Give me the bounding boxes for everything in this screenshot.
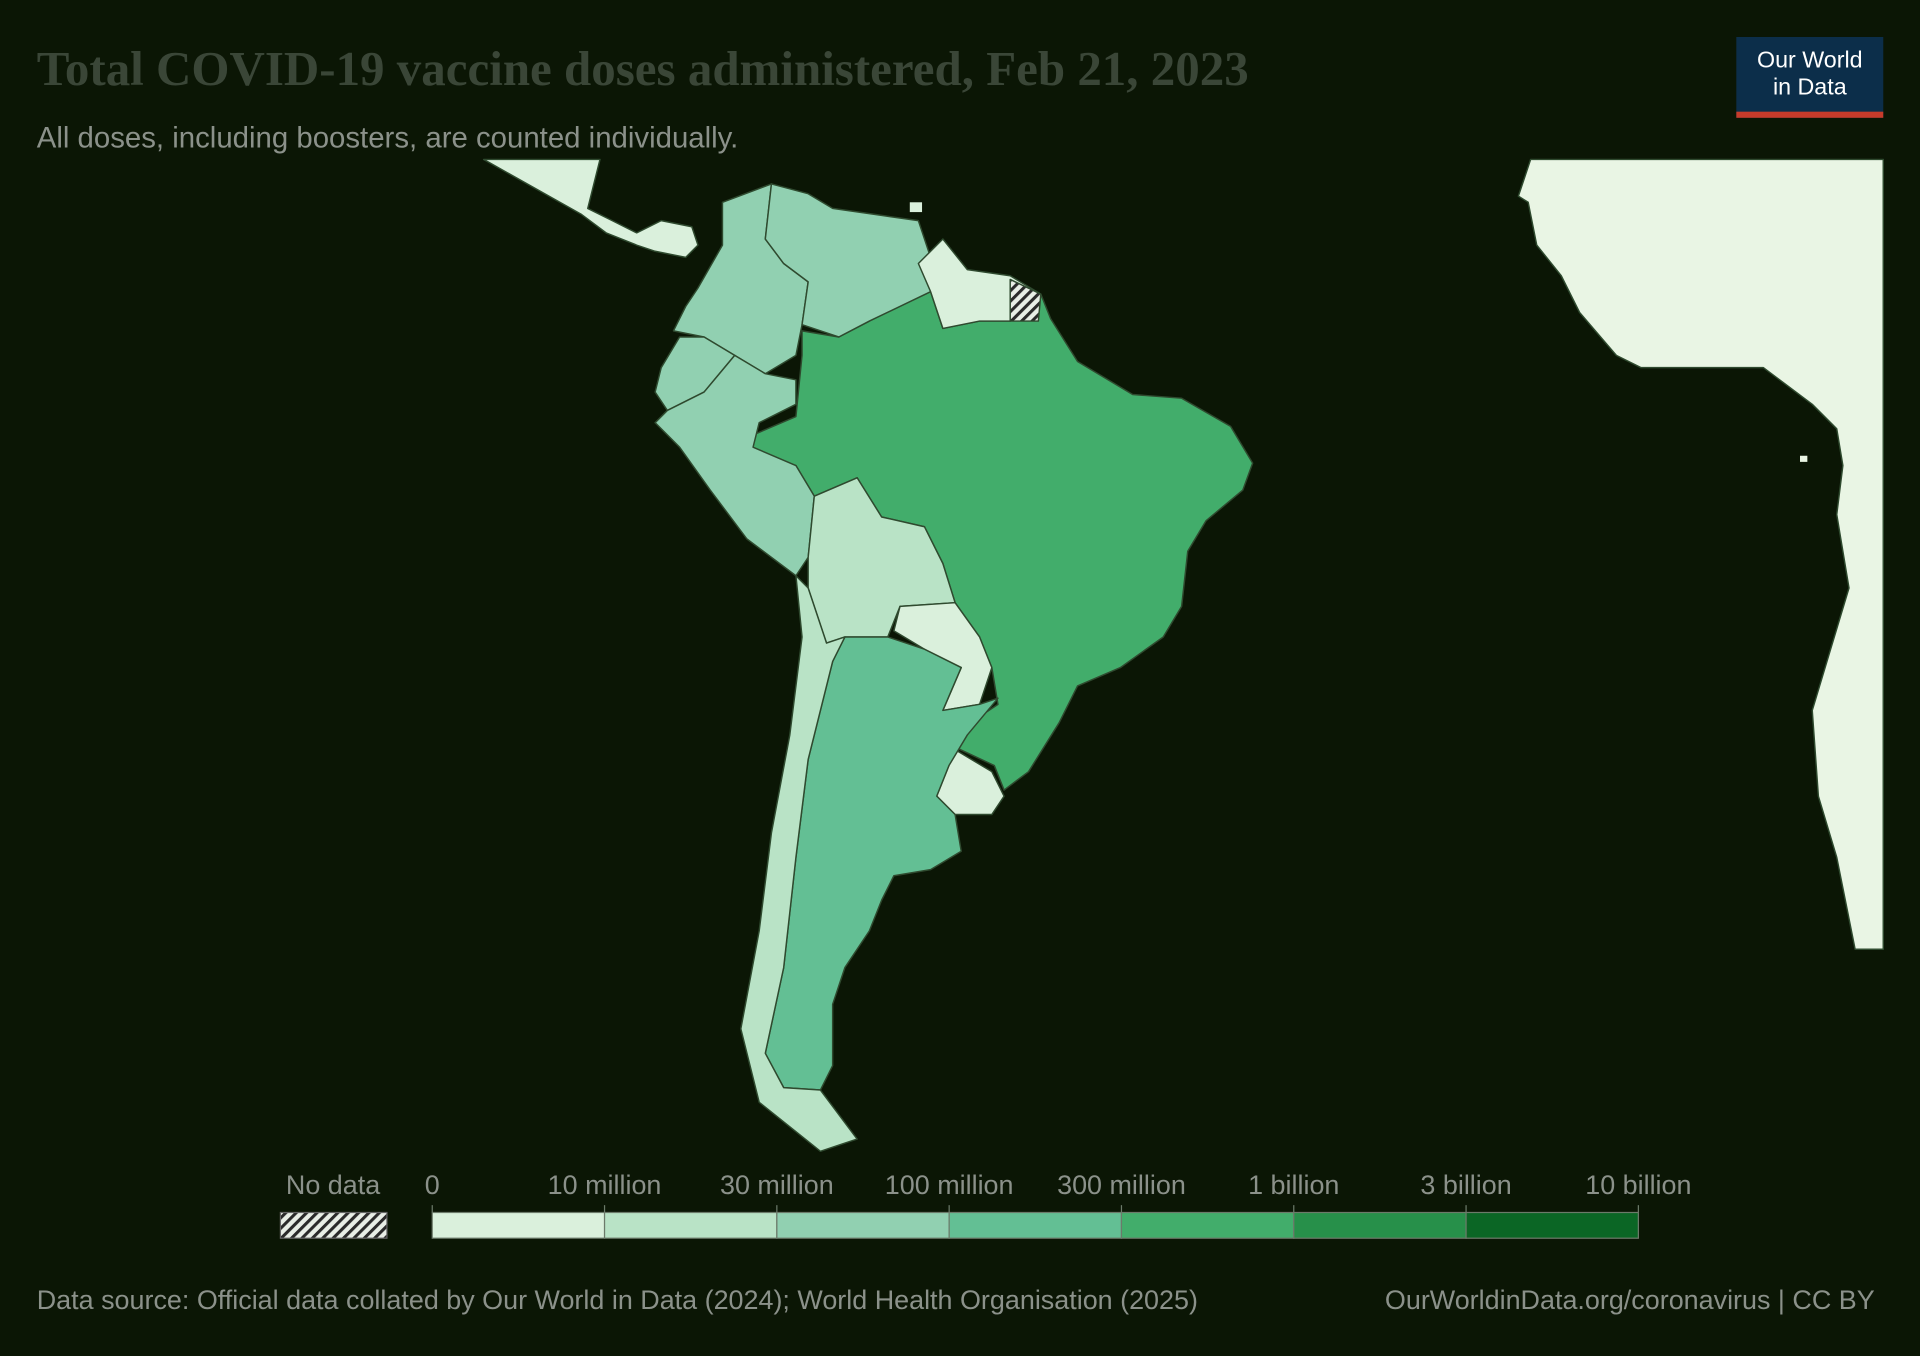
subtitle: All doses, including boosters, are count… (37, 122, 739, 155)
legend-label: 10 million (548, 1170, 662, 1200)
island (909, 202, 923, 213)
logo-text: Our World (1757, 47, 1863, 73)
peru (654, 354, 816, 577)
no-data-swatch (279, 1211, 388, 1239)
legend-label: 10 billion (1585, 1170, 1691, 1200)
legend-label: 30 million (720, 1170, 834, 1200)
legend-label: 0 (425, 1170, 440, 1200)
legend: No data 0 10 million 30 million 100 million… (279, 1170, 1692, 1239)
legend-bin (1120, 1211, 1295, 1239)
legend-bin (1293, 1211, 1467, 1239)
legend-bin (776, 1211, 950, 1239)
legend-bin (603, 1211, 778, 1239)
no-data-label: No data (286, 1170, 380, 1200)
legend-bin (431, 1211, 606, 1239)
link: OurWorldinData.org/coronavirus | CC BY (1385, 1285, 1875, 1315)
logo-box (1736, 36, 1884, 118)
venezuela (764, 183, 932, 338)
countries (482, 158, 1884, 1152)
africa (1517, 158, 1884, 950)
legend-label: 100 million (885, 1170, 1014, 1200)
legend-label: 3 billion (1420, 1170, 1511, 1200)
legend-bin (948, 1211, 1123, 1239)
logo-bar (1736, 111, 1884, 118)
source: Data source: Official data collated by O… (37, 1285, 1198, 1315)
legend-label: 1 billion (1248, 1170, 1339, 1200)
title: Total COVID-19 vaccine doses administere… (37, 41, 1249, 96)
legend-bin (1465, 1211, 1639, 1239)
central-america (482, 158, 699, 259)
logo-text: in Data (1773, 74, 1847, 100)
chile (740, 575, 858, 1152)
logo: Our World in Data (1736, 36, 1884, 118)
island (1800, 455, 1808, 462)
french-guiana (1009, 278, 1042, 322)
legend-label: 300 million (1057, 1170, 1186, 1200)
